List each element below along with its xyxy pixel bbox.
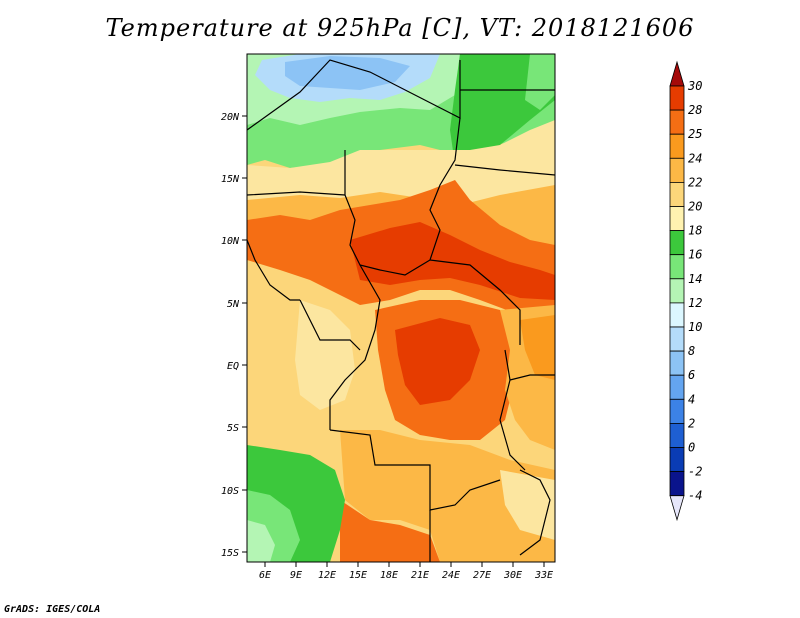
- colorbar-label: 4: [688, 392, 695, 406]
- colorbar-label: 8: [688, 344, 695, 358]
- lon-label-6e: 6E: [259, 570, 271, 581]
- colorbar-label: 2: [688, 416, 695, 430]
- grads-credit: GrADS: IGES/COLA: [4, 604, 101, 615]
- lat-label-5s: 5S: [227, 423, 239, 434]
- lat-label-10s: 10S: [221, 486, 239, 497]
- colorbar-arrow-top: [669, 60, 685, 87]
- lon-label-15e: 15E: [349, 570, 367, 581]
- colorbar-label: -2: [688, 465, 702, 479]
- colorbar-arrow-bottom: [669, 495, 685, 522]
- colorbar-box: [669, 422, 685, 448]
- colorbar-label: 12: [688, 296, 702, 310]
- lat-label-15n: 15N: [221, 174, 240, 185]
- colorbar-box: [669, 350, 685, 376]
- chart-title: Temperature at 925hPa [C], VT: 201812160…: [105, 14, 695, 42]
- colorbar-box: [669, 85, 685, 111]
- lon-label-24e: 24E: [442, 570, 460, 581]
- colorbar-label: 14: [688, 272, 702, 286]
- lat-label-15s: 15S: [221, 548, 239, 559]
- lat-label-5n: 5N: [227, 299, 240, 310]
- lon-label-9e: 9E: [290, 570, 302, 581]
- colorbar-label: 25: [688, 127, 702, 141]
- colorbar-box: [669, 374, 685, 400]
- map-frame: [246, 53, 556, 563]
- colorbar-box: [669, 447, 685, 473]
- colorbar-box: [669, 471, 685, 497]
- colorbar-box: [669, 302, 685, 328]
- temperature-field: [247, 54, 555, 562]
- colorbar-label: -4: [688, 489, 702, 503]
- colorbar-box: [669, 109, 685, 135]
- colorbar-box: [669, 230, 685, 256]
- colorbar-box: [669, 133, 685, 159]
- colorbar-label: 0: [688, 441, 695, 455]
- colorbar-box: [669, 254, 685, 280]
- colorbar-box: [669, 157, 685, 183]
- colorbar-label: 18: [688, 224, 702, 238]
- colorbar-label: 16: [688, 248, 702, 262]
- colorbar-label: 24: [688, 151, 702, 165]
- colorbar-box: [669, 181, 685, 207]
- colorbar-box: [669, 398, 685, 424]
- lat-label-10n: 10N: [221, 236, 240, 247]
- lon-label-18e: 18E: [380, 570, 398, 581]
- colorbar-label: 6: [688, 368, 695, 382]
- lon-label-21e: 21E: [411, 570, 429, 581]
- lon-label-33e: 33E: [534, 570, 553, 581]
- colorbar-label: 10: [688, 320, 702, 334]
- country-borders: [247, 59, 555, 562]
- lon-label-30e: 30E: [503, 570, 522, 581]
- colorbar-box: [669, 326, 685, 352]
- colorbar-box: [669, 278, 685, 304]
- colorbar-label: 22: [688, 175, 702, 189]
- colorbar-label: 28: [688, 103, 702, 117]
- axis-ticks: [242, 115, 545, 567]
- colorbar-label: 20: [688, 200, 702, 214]
- lat-label-20n: 20N: [221, 112, 240, 123]
- colorbar-box: [669, 206, 685, 232]
- colorbar-label: 30: [687, 79, 702, 93]
- lon-label-27e: 27E: [473, 570, 491, 581]
- lat-label-eq: EQ: [227, 361, 239, 372]
- lon-label-12e: 12E: [318, 570, 336, 581]
